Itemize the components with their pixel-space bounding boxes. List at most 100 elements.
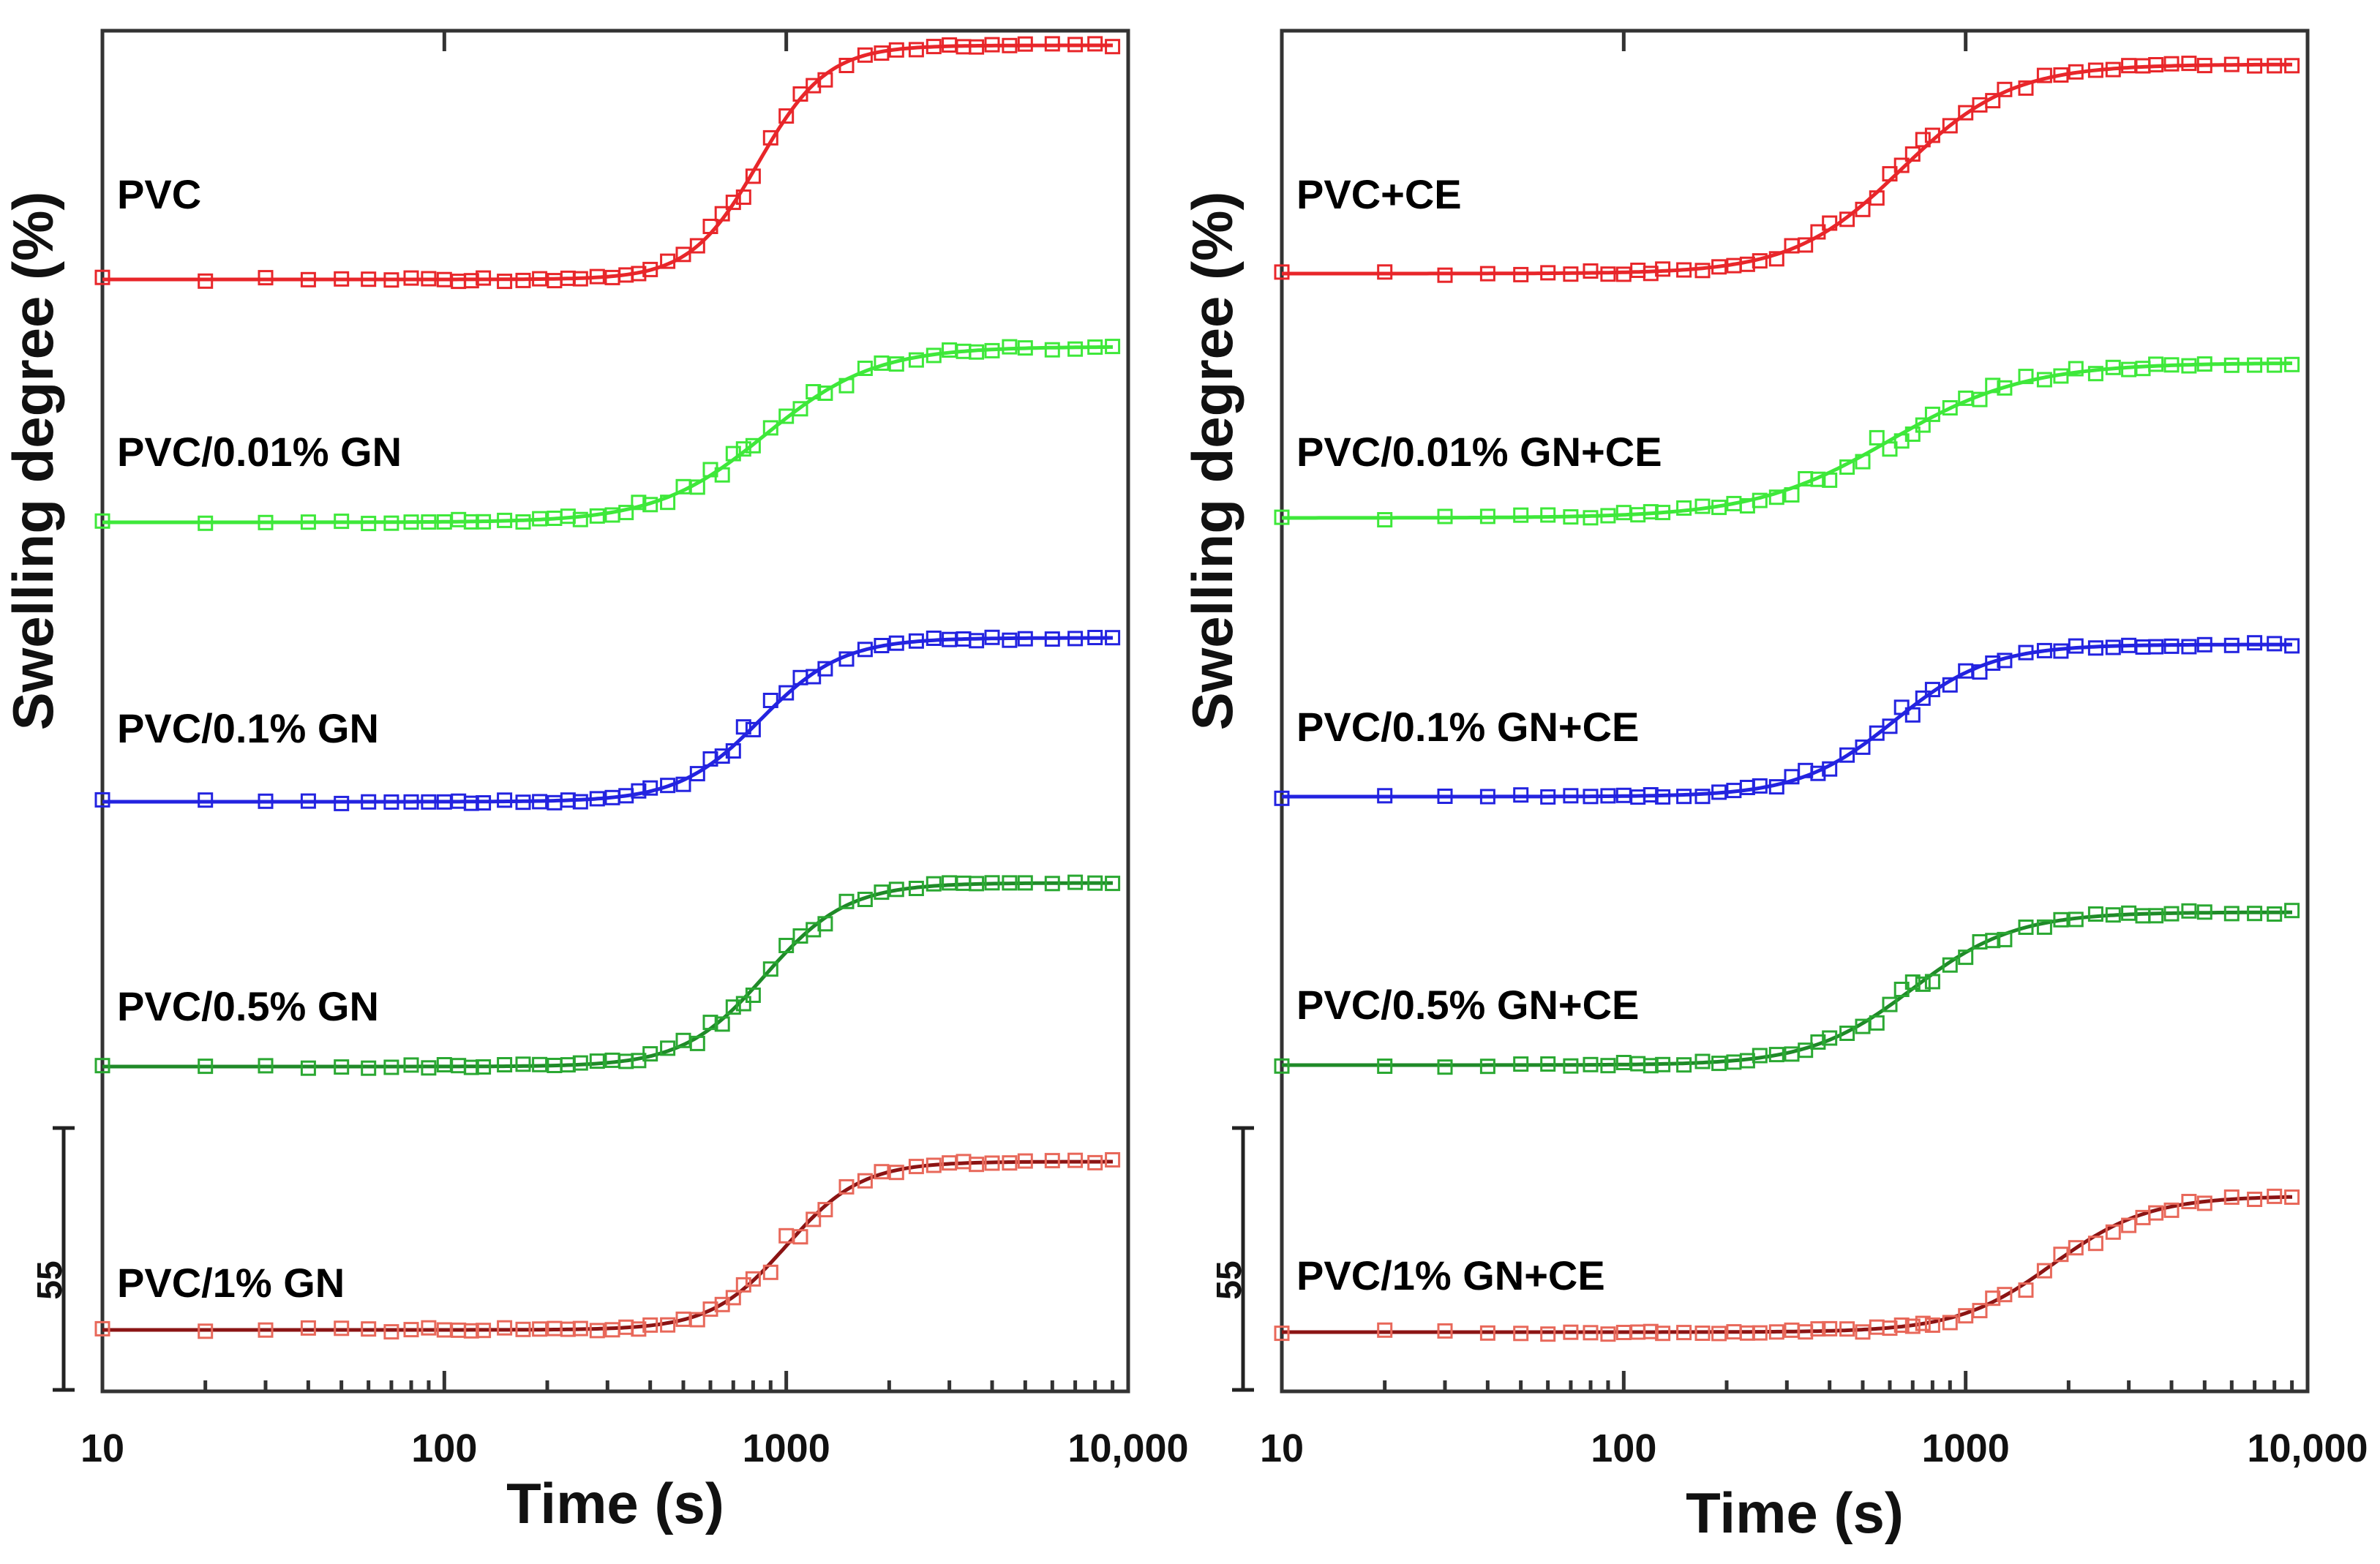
data-point [1087,36,1103,52]
left-label-pvc-0.5gn: PVC/0.5% GN [117,983,379,1029]
data-point [1655,261,1671,277]
data-point [1540,789,1556,805]
data-point [1942,118,1958,134]
data-point [2163,638,2180,654]
data-point [1972,391,1988,407]
data-point [1087,630,1103,645]
data-point [1067,1152,1084,1168]
data-point [383,1324,399,1340]
data-point [2105,907,2121,923]
data-point [1882,718,1898,734]
data-point [1904,426,1921,442]
data-point [1002,875,1018,891]
data-point [361,1060,377,1076]
fit-line [102,43,1113,282]
data-point [1600,1058,1616,1074]
data-point [1067,874,1084,890]
data-point [908,42,924,58]
data-point [532,271,548,287]
data-point [1855,739,1871,755]
data-point [631,266,647,282]
data-point [926,347,942,364]
right-y-axis-title: Swelling degree (%) [1180,192,1245,731]
data-point [589,791,605,807]
data-point [725,743,741,759]
data-point [451,511,467,527]
data-point [589,1323,605,1339]
data-point [463,273,479,289]
data-point [908,352,924,368]
data-point [1044,876,1060,892]
data-point [1711,1326,1727,1342]
data-point [942,875,958,891]
data-point [1655,505,1671,521]
data-point [1882,166,1898,182]
data-point [2036,372,2052,388]
data-point [689,766,705,782]
data-point [2247,357,2263,373]
data-point [1924,1317,1940,1333]
data-point [589,508,605,524]
data-point [1869,190,1885,206]
data-point [421,514,437,530]
data-point [1924,406,1940,422]
fit-line [1282,1195,2293,1334]
data-point [334,514,350,530]
data-point [1810,1034,1826,1050]
data-point [1643,787,1659,802]
data-point [334,1059,350,1075]
data-point [1915,132,1931,148]
data-point [361,794,377,810]
data-point [361,271,377,287]
data-point [1882,996,1898,1012]
data-point [984,875,1000,891]
x-tick-label: 10,000 [2247,1426,2368,1470]
data-point [1377,788,1393,804]
data-point [689,1312,705,1328]
data-point [1377,1059,1393,1074]
data-point [1067,341,1084,357]
data-point [2068,638,2084,654]
data-point [1798,1042,1814,1059]
data-point [725,445,741,462]
data-point [1768,251,1784,267]
data-point [515,514,531,530]
data-point [94,792,110,808]
data-point [1676,1057,1692,1073]
data-point [2223,357,2240,373]
data-point [702,1015,718,1031]
data-point [515,794,531,811]
data-point [1513,266,1529,282]
data-point [589,268,605,285]
data-point [1017,631,1033,647]
data-point [1711,784,1727,800]
data-point [926,1157,942,1173]
left-data-marks [94,36,1121,1340]
data-point [1810,471,1826,487]
data-point [1711,500,1727,516]
data-point [969,1157,985,1173]
data-point [778,938,795,953]
fit-line [1282,910,2292,1067]
data-point [1694,1053,1711,1069]
data-point [874,355,890,371]
data-point [1893,157,1910,173]
data-point [817,916,833,932]
data-point [1274,790,1290,806]
data-point [1655,789,1671,805]
data-point [361,1321,377,1337]
left-plot-frame [100,29,1130,1394]
fit-line [102,1159,1113,1332]
data-point [778,685,795,701]
data-point [631,783,647,799]
data-point [258,1322,274,1338]
data-point [572,511,588,527]
data-point [1711,1056,1727,1072]
right-label-pvc-ce: PVC+CE [1296,171,1462,217]
data-point [1985,377,2001,394]
data-point [572,1055,588,1071]
data-point [1942,1315,1958,1331]
fit-line [1282,642,2292,799]
data-point [2018,369,2034,385]
data-point [1855,201,1871,217]
